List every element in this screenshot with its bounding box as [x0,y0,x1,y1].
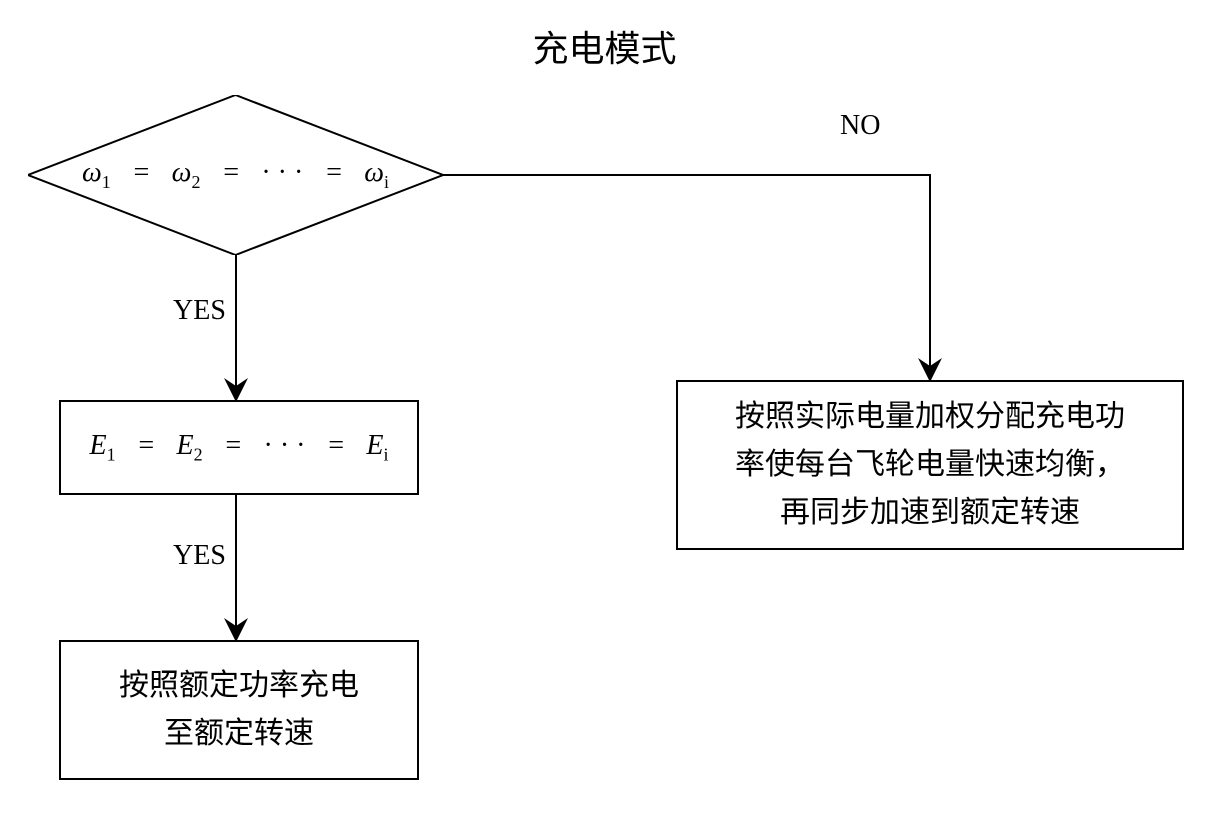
edge-d-to-no [443,175,930,378]
edges [0,0,1209,831]
